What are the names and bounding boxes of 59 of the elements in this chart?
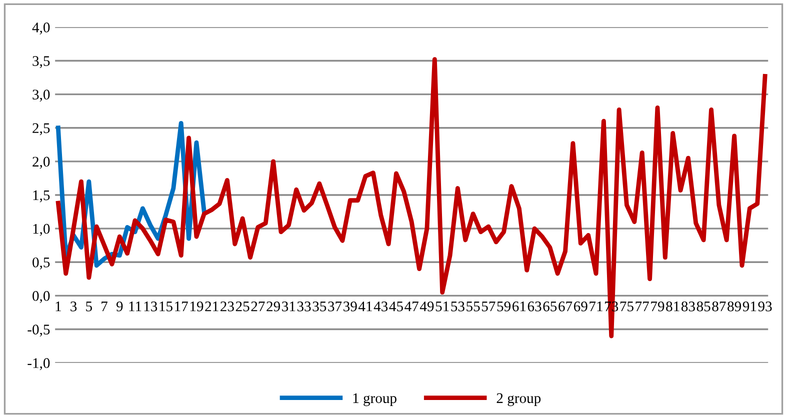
- x-tick-label: 81: [666, 301, 680, 312]
- x-tick-label: 45: [389, 302, 403, 312]
- x-tick-label: 79: [651, 302, 664, 312]
- x-tick-label: 33: [297, 302, 311, 312]
- x-tick-label: 67: [558, 302, 572, 312]
- x-tick-label: 55: [466, 302, 480, 312]
- x-tick-label: 87: [712, 301, 726, 312]
- x-tick-label: 47: [404, 302, 418, 312]
- x-tick-label: 25: [236, 302, 250, 312]
- x-tick-label: 3: [70, 302, 77, 312]
- x-tick-label: 15: [160, 302, 172, 312]
- x-tick-label: 77: [636, 302, 649, 312]
- x-tick-label: 35: [312, 302, 326, 312]
- x-tick-label: 61: [512, 302, 526, 312]
- y-tick-label: 4,0: [32, 22, 50, 34]
- x-tick-label: 27: [251, 302, 265, 312]
- x-tick-label: 17: [175, 302, 188, 312]
- x-tick-label: 31: [282, 302, 296, 312]
- y-tick-label: 1,5: [33, 190, 50, 202]
- x-tick-label: 5: [86, 302, 92, 312]
- y-tick-label: 2,5: [32, 123, 50, 136]
- x-tick-label: 13: [144, 302, 158, 312]
- x-tick-label: 11: [129, 302, 142, 312]
- x-tick-label: 41: [358, 302, 372, 312]
- legend-label: 1 group: [353, 393, 396, 406]
- x-tick-label: 39: [344, 302, 357, 312]
- y-tick-label: 3,0: [32, 90, 50, 102]
- x-tick-label: 85: [696, 301, 710, 312]
- x-tick-label: 93: [758, 302, 772, 312]
- y-tick-label: 3,5: [32, 56, 50, 68]
- y-tick-label: -1,0: [28, 358, 50, 370]
- x-tick-label: 37: [328, 302, 342, 312]
- x-tick-label: 21: [205, 302, 218, 312]
- y-tick-label: 0,0: [32, 291, 50, 303]
- x-tick-label: 51: [436, 302, 449, 312]
- x-tick-label: 23: [220, 302, 234, 312]
- y-tick-label: 2,0: [32, 156, 50, 169]
- x-tick-label: 43: [374, 302, 388, 312]
- x-tick-label: 53: [451, 302, 464, 312]
- y-tick-label: 1,0: [33, 224, 50, 236]
- x-tick-label: 1: [56, 302, 61, 312]
- x-tick-label: 9: [116, 302, 123, 312]
- x-tick-label: 59: [497, 302, 510, 312]
- x-tick-label: 63: [528, 302, 542, 312]
- x-tick-label: 75: [620, 302, 634, 312]
- x-tick-label: 89: [728, 301, 741, 312]
- x-tick-label: 19: [190, 302, 204, 312]
- y-tick-label: -0,5: [28, 324, 50, 337]
- x-tick-label: 71: [590, 302, 602, 312]
- x-tick-label: 29: [266, 302, 280, 312]
- x-tick-label: 57: [482, 302, 496, 312]
- x-tick-label: 83: [681, 301, 695, 312]
- x-tick-label: 7: [102, 302, 108, 312]
- x-tick-label: 91: [742, 302, 756, 312]
- x-tick-label: 65: [543, 302, 557, 312]
- x-tick-label: 49: [420, 302, 434, 312]
- y-tick-label: 0,5: [32, 257, 50, 270]
- x-tick-label: 69: [574, 302, 588, 312]
- legend-label: 2 group: [496, 393, 541, 406]
